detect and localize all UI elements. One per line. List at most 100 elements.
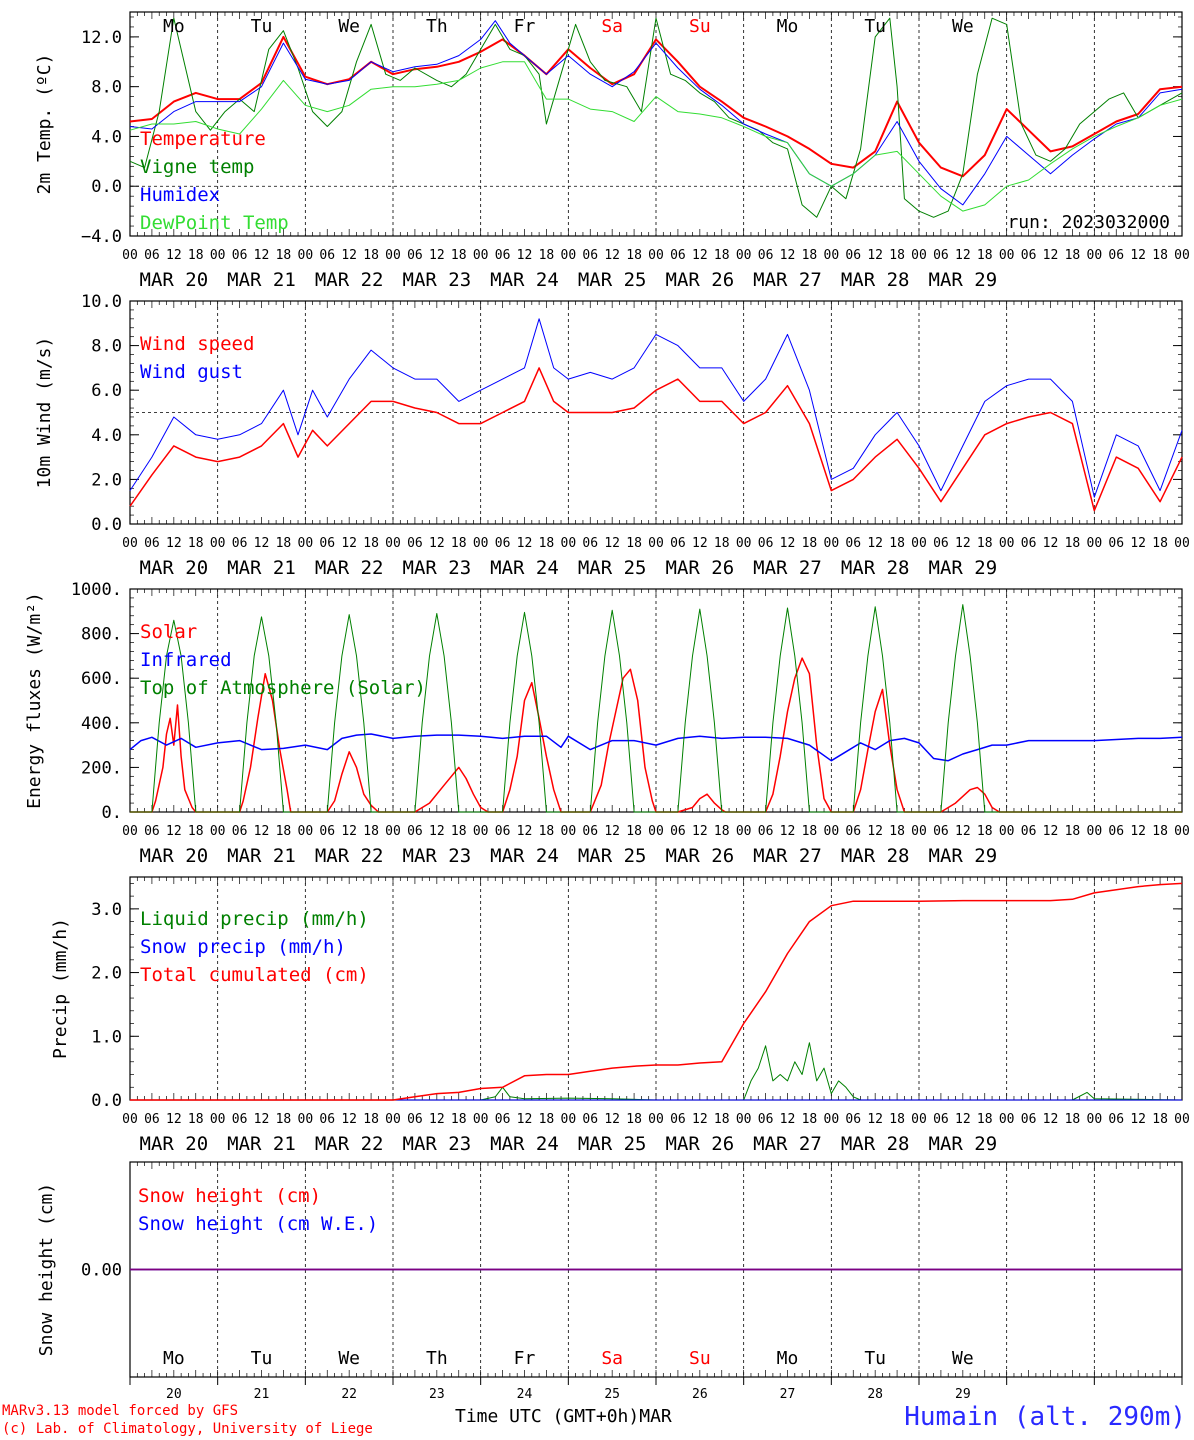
hour-tick-label: 06 bbox=[1108, 824, 1124, 839]
hour-tick-label: 12 bbox=[780, 824, 796, 839]
hour-tick-label: 06 bbox=[933, 824, 949, 839]
hour-tick-label: 12 bbox=[429, 1112, 445, 1127]
y-axis-title: Snow height (cm) bbox=[36, 1183, 57, 1356]
hour-tick-label: 06 bbox=[407, 536, 423, 551]
date-label: MAR 23 bbox=[403, 269, 472, 291]
date-label: MAR 20 bbox=[140, 557, 209, 579]
hour-tick-label: 12 bbox=[1130, 536, 1146, 551]
hour-tick-label: 12 bbox=[517, 824, 533, 839]
day-number-label: 20 bbox=[166, 1387, 182, 1402]
series-line bbox=[129, 61, 1183, 212]
hour-tick-label: 18 bbox=[188, 1112, 204, 1127]
hour-tick-label: 00 bbox=[561, 1112, 577, 1127]
hour-tick-label: 18 bbox=[451, 248, 467, 263]
hour-tick-label: 00 bbox=[911, 824, 927, 839]
panel-frame bbox=[129, 588, 1183, 813]
date-label: MAR 24 bbox=[490, 845, 559, 867]
y-tick-label: 400. bbox=[81, 714, 122, 734]
hour-tick-label: 06 bbox=[670, 1112, 686, 1127]
hour-tick-label: 00 bbox=[999, 536, 1015, 551]
hour-tick-label: 18 bbox=[363, 536, 379, 551]
date-label: MAR 21 bbox=[227, 1133, 296, 1155]
hour-tick-label: 06 bbox=[845, 536, 861, 551]
legend-entry: Solar bbox=[140, 621, 197, 643]
date-label: MAR 23 bbox=[403, 845, 472, 867]
hour-tick-label: 06 bbox=[1108, 1112, 1124, 1127]
hour-tick-label: 18 bbox=[363, 824, 379, 839]
hour-tick-label: 00 bbox=[1087, 248, 1103, 263]
hour-tick-label: 00 bbox=[911, 1112, 927, 1127]
hour-tick-label: 06 bbox=[845, 1112, 861, 1127]
hour-tick-label: 18 bbox=[451, 1112, 467, 1127]
hour-tick-label: 00 bbox=[473, 248, 489, 263]
legend-entry: Temperature bbox=[140, 128, 266, 150]
hour-tick-label: 18 bbox=[889, 536, 905, 551]
hour-tick-label: 12 bbox=[166, 1112, 182, 1127]
hour-tick-label: 18 bbox=[276, 536, 292, 551]
hour-tick-label: 06 bbox=[933, 536, 949, 551]
series-line bbox=[130, 882, 1183, 1101]
date-label: MAR 26 bbox=[666, 557, 735, 579]
date-label: MAR 25 bbox=[578, 269, 647, 291]
hour-tick-label: 00 bbox=[210, 248, 226, 263]
y-tick-label: 0.0 bbox=[91, 177, 122, 197]
hour-tick-label: 06 bbox=[144, 536, 160, 551]
hour-tick-label: 06 bbox=[670, 536, 686, 551]
hour-tick-label: 00 bbox=[385, 536, 401, 551]
date-label: MAR 22 bbox=[315, 1133, 384, 1155]
y-axis-title: 10m Wind (m/s) bbox=[34, 337, 55, 489]
hour-tick-label: 00 bbox=[122, 536, 138, 551]
y-axis-title: Precip (mm/h) bbox=[50, 918, 71, 1059]
series-line bbox=[130, 604, 1182, 813]
hour-tick-label: 18 bbox=[276, 824, 292, 839]
y-tick-label: 3.0 bbox=[91, 900, 122, 920]
date-label: MAR 23 bbox=[403, 557, 472, 579]
hour-tick-label: 12 bbox=[692, 536, 708, 551]
weekday-label: Fr bbox=[514, 1348, 536, 1369]
hour-tick-label: 00 bbox=[210, 824, 226, 839]
hour-tick-label: 00 bbox=[473, 1112, 489, 1127]
hour-tick-label: 06 bbox=[670, 248, 686, 263]
hour-tick-label: 00 bbox=[736, 1112, 752, 1127]
day-number-label: 27 bbox=[780, 1387, 796, 1402]
date-label: MAR 28 bbox=[841, 557, 910, 579]
hour-tick-label: 12 bbox=[429, 536, 445, 551]
hour-tick-label: 12 bbox=[166, 248, 182, 263]
hour-tick-label: 06 bbox=[670, 824, 686, 839]
hour-tick-label: 06 bbox=[582, 824, 598, 839]
hour-tick-label: 00 bbox=[648, 248, 664, 263]
hour-tick-label: 06 bbox=[232, 536, 248, 551]
hour-tick-label: 00 bbox=[648, 1112, 664, 1127]
hour-tick-label: 00 bbox=[824, 1112, 840, 1127]
date-label: MAR 25 bbox=[578, 557, 647, 579]
hour-tick-label: 18 bbox=[714, 824, 730, 839]
hour-tick-label: 06 bbox=[933, 248, 949, 263]
weekday-label: We bbox=[338, 1348, 360, 1369]
hour-tick-label: 06 bbox=[407, 1112, 423, 1127]
weekday-label: Mo bbox=[777, 1348, 799, 1369]
hour-tick-label: 00 bbox=[999, 1112, 1015, 1127]
date-label: MAR 24 bbox=[490, 557, 559, 579]
hour-tick-label: 00 bbox=[911, 536, 927, 551]
hour-tick-label: 00 bbox=[473, 536, 489, 551]
credit-lab: (c) Lab. of Climatology, University of L… bbox=[2, 1421, 373, 1437]
legend-entry: Total cumulated (cm) bbox=[140, 964, 369, 986]
hour-tick-label: 18 bbox=[977, 248, 993, 263]
hour-tick-label: 06 bbox=[1021, 1112, 1037, 1127]
hour-tick-label: 18 bbox=[1152, 824, 1168, 839]
weekday-label: Mo bbox=[163, 16, 185, 37]
hour-tick-label: 12 bbox=[604, 536, 620, 551]
y-tick-label: 4.0 bbox=[91, 426, 122, 446]
hour-tick-label: 06 bbox=[319, 824, 335, 839]
hour-tick-label: 00 bbox=[385, 1112, 401, 1127]
date-label: MAR 21 bbox=[227, 557, 296, 579]
hour-tick-label: 12 bbox=[429, 248, 445, 263]
hour-tick-label: 12 bbox=[341, 1112, 357, 1127]
date-label: MAR 22 bbox=[315, 557, 384, 579]
hour-tick-label: 18 bbox=[188, 248, 204, 263]
hour-tick-label: 00 bbox=[473, 824, 489, 839]
hour-tick-label: 06 bbox=[144, 1112, 160, 1127]
hour-tick-label: 12 bbox=[867, 824, 883, 839]
date-label: MAR 29 bbox=[929, 557, 998, 579]
series-line bbox=[129, 318, 1183, 498]
